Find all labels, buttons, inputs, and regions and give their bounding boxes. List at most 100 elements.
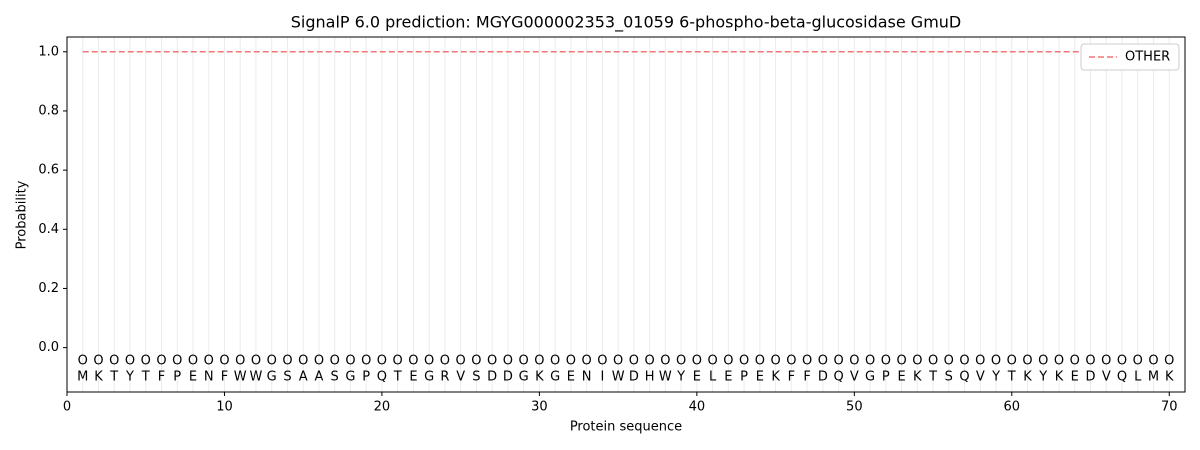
predicted-label: O <box>1133 354 1143 369</box>
residue-label: Y <box>125 370 134 385</box>
predicted-label: O <box>503 354 513 369</box>
residue-label: V <box>1102 370 1111 385</box>
residue-label: S <box>945 370 953 385</box>
predicted-label: O <box>1007 354 1017 369</box>
predicted-label: O <box>125 354 135 369</box>
predicted-label: O <box>408 354 418 369</box>
residue-label: P <box>882 370 890 385</box>
residue-label: T <box>1007 370 1016 385</box>
residue-label: K <box>771 370 780 385</box>
predicted-label: O <box>912 354 922 369</box>
residue-label: L <box>1134 370 1142 385</box>
residue-label: Q <box>1117 370 1127 385</box>
predicted-label: O <box>393 354 403 369</box>
predicted-label: O <box>1085 354 1095 369</box>
predicted-label: O <box>944 354 954 369</box>
predicted-label: O <box>881 354 891 369</box>
residue-label: V <box>976 370 985 385</box>
x-tick-label: 40 <box>689 400 706 415</box>
predicted-label: O <box>282 354 292 369</box>
residue-label: K <box>913 370 922 385</box>
predicted-label: O <box>739 354 749 369</box>
predicted-label: O <box>613 354 623 369</box>
chart-title: SignalP 6.0 prediction: MGYG000002353_01… <box>291 13 962 33</box>
predicted-label: O <box>975 354 985 369</box>
plot-frame <box>66 36 1186 393</box>
residue-label: Q <box>959 370 969 385</box>
residue-label: G <box>345 370 355 385</box>
predicted-label: O <box>93 354 103 369</box>
residue-label: Y <box>1038 370 1047 385</box>
residue-label: K <box>1023 370 1032 385</box>
residue-label: E <box>897 370 905 385</box>
predicted-label: O <box>1054 354 1064 369</box>
residue-label: D <box>503 370 513 385</box>
residue-label: N <box>582 370 592 385</box>
residue-label: F <box>803 370 810 385</box>
predicted-label: O <box>78 354 88 369</box>
predicted-label: O <box>298 354 308 369</box>
predicted-label: O <box>1164 354 1174 369</box>
y-axis-label: Probability <box>15 180 30 249</box>
residue-label: F <box>788 370 795 385</box>
predicted-label: O <box>1070 354 1080 369</box>
residue-label: Q <box>833 370 843 385</box>
y-tick-label: 0.0 <box>38 340 59 355</box>
predicted-label: O <box>991 354 1001 369</box>
residue-label: W <box>612 370 625 385</box>
residue-label: I <box>600 370 604 385</box>
residue-label: S <box>283 370 291 385</box>
residue-label: G <box>424 370 434 385</box>
residue-label: E <box>693 370 701 385</box>
predicted-label: O <box>833 354 843 369</box>
residue-label: H <box>645 370 655 385</box>
y-tick-label: 0.4 <box>38 222 59 237</box>
residue-label: E <box>567 370 575 385</box>
residue-label: N <box>204 370 214 385</box>
predicted-label: O <box>314 354 324 369</box>
residue-label: K <box>1165 370 1174 385</box>
predicted-label: O <box>1101 354 1111 369</box>
predicted-label: O <box>330 354 340 369</box>
residue-label: K <box>1055 370 1064 385</box>
predicted-label: O <box>1022 354 1032 369</box>
residue-label: D <box>629 370 639 385</box>
predicted-label: O <box>1148 354 1158 369</box>
y-tick-label: 0.6 <box>38 163 59 178</box>
residue-label: L <box>709 370 717 385</box>
x-tick-label: 30 <box>531 400 548 415</box>
predicted-label: O <box>487 354 497 369</box>
predicted-label: O <box>786 354 796 369</box>
residue-label: Y <box>676 370 685 385</box>
predicted-label: O <box>235 354 245 369</box>
predicted-label: O <box>566 354 576 369</box>
predicted-label: O <box>645 354 655 369</box>
predicted-label: O <box>361 354 371 369</box>
predicted-label: O <box>629 354 639 369</box>
predicted-label: O <box>755 354 765 369</box>
predicted-label: O <box>676 354 686 369</box>
residue-label: R <box>440 370 449 385</box>
predicted-label: O <box>156 354 166 369</box>
residue-label: P <box>740 370 748 385</box>
residue-label: F <box>221 370 228 385</box>
x-tick-label: 60 <box>1004 400 1021 415</box>
y-tick-label: 0.8 <box>38 103 59 118</box>
predicted-label: O <box>188 354 198 369</box>
residue-label: E <box>189 370 197 385</box>
residue-label: P <box>362 370 370 385</box>
residue-label: Q <box>377 370 387 385</box>
residue-label: D <box>1086 370 1096 385</box>
predicted-label: O <box>251 354 261 369</box>
predicted-label: O <box>267 354 277 369</box>
x-tick-label: 0 <box>63 400 71 415</box>
residue-label: S <box>331 370 339 385</box>
predicted-label: O <box>172 354 182 369</box>
residue-label: G <box>550 370 560 385</box>
y-tick-label: 1.0 <box>38 44 59 59</box>
residue-label: G <box>519 370 529 385</box>
x-tick-label: 20 <box>374 400 391 415</box>
residue-label: S <box>472 370 480 385</box>
residue-label: T <box>141 370 150 385</box>
residue-label: E <box>724 370 732 385</box>
